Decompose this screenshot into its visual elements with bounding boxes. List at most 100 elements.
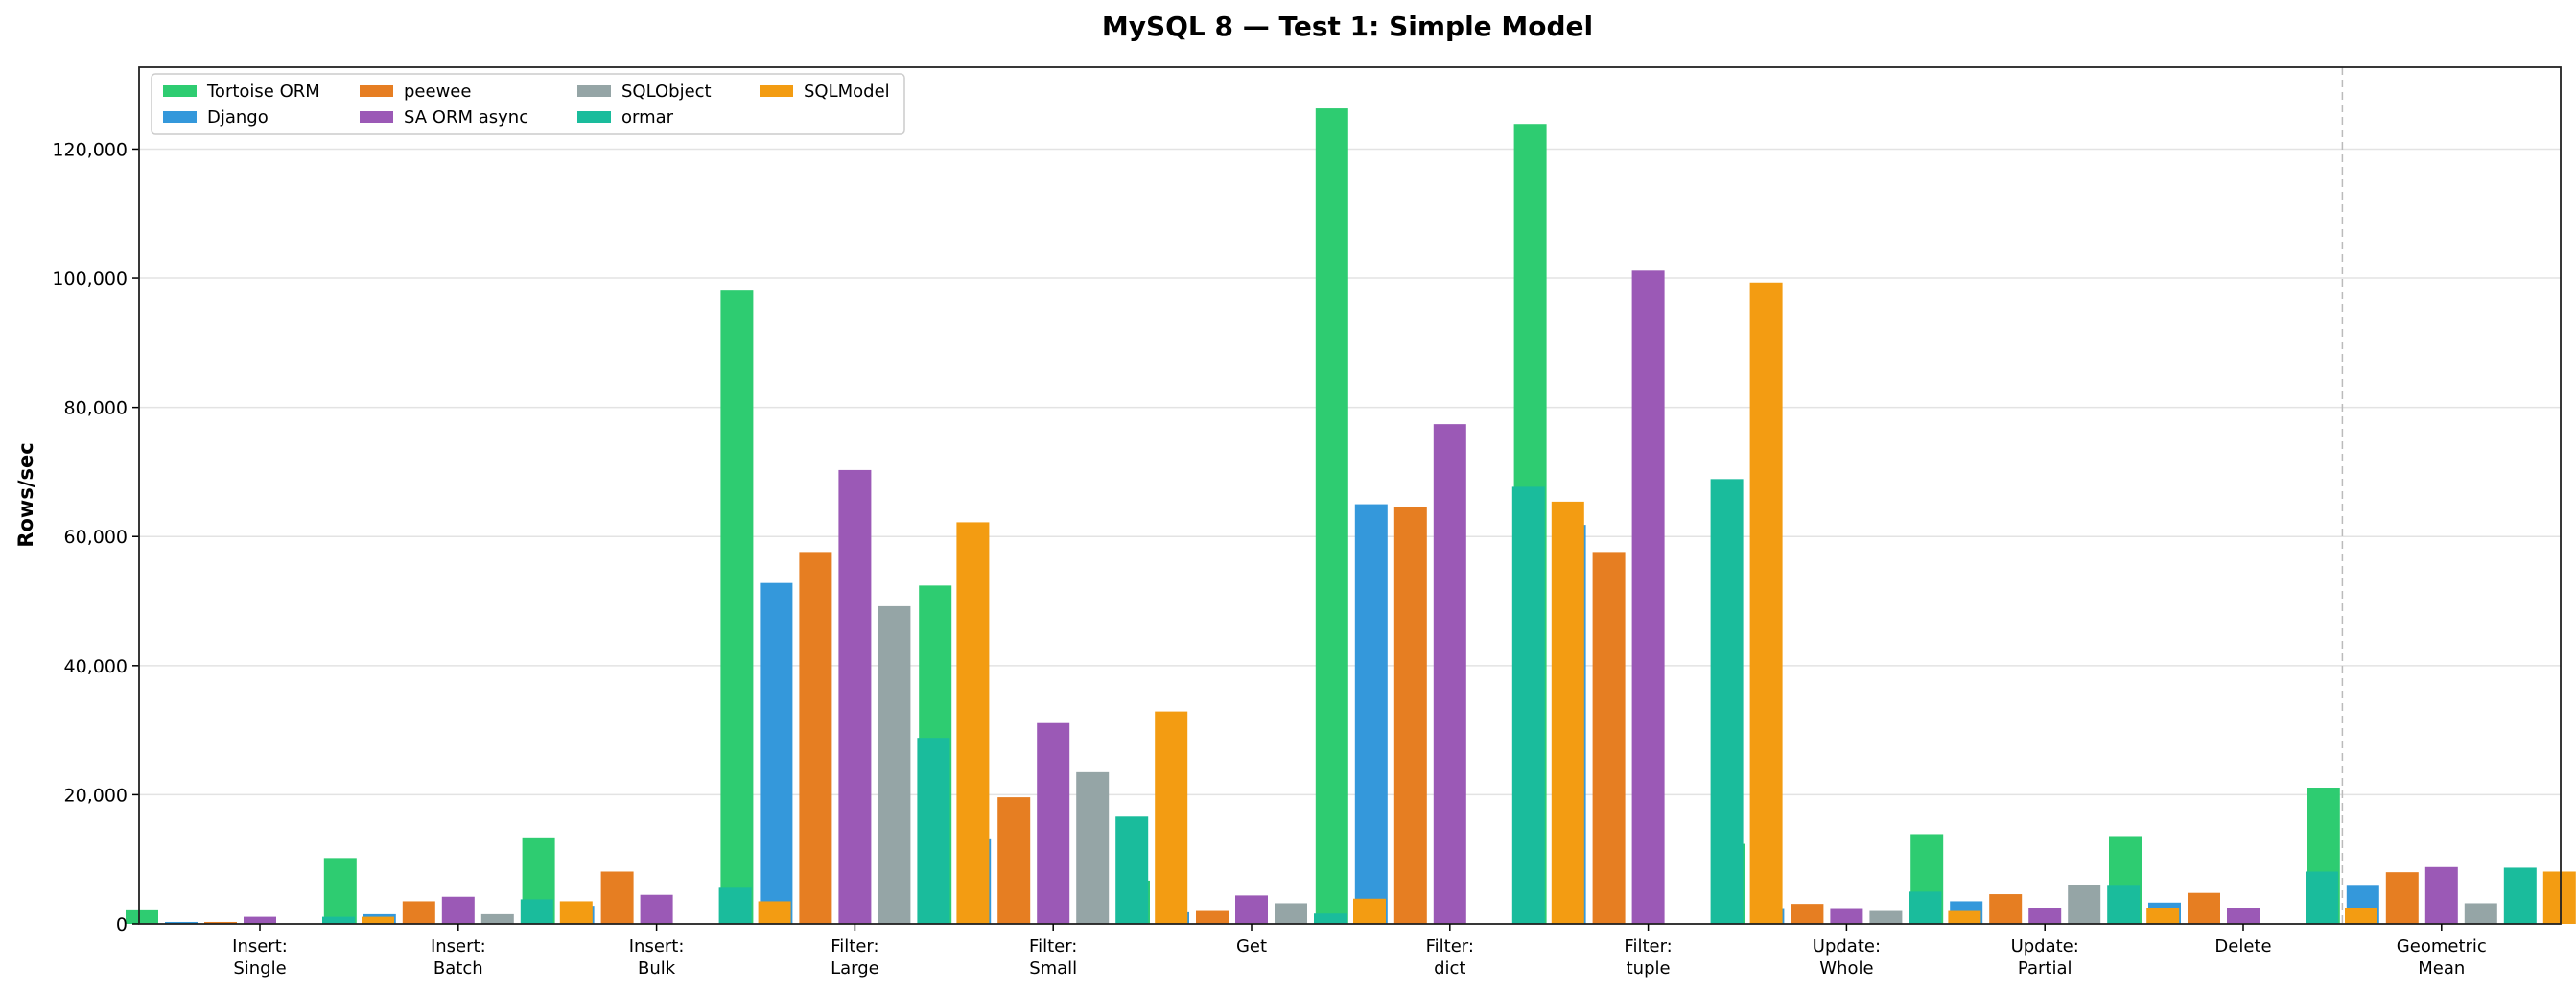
- y-tick-label: 0: [116, 914, 128, 935]
- chart-title: MySQL 8 — Test 1: Simple Model: [1102, 11, 1593, 42]
- x-tick-label: Get: [1236, 936, 1267, 956]
- bar-ormar: [1115, 816, 1149, 924]
- bar-peewee: [1592, 552, 1626, 924]
- bar-sqlmodel: [1353, 898, 1386, 924]
- bar-sqlmodel: [758, 901, 791, 924]
- bars: [126, 108, 2576, 925]
- legend-swatch: [577, 111, 611, 123]
- bar-peewee: [1196, 910, 1229, 924]
- bar-tortoise-orm: [1315, 108, 1348, 924]
- bar-ormar: [2306, 871, 2338, 924]
- bar-sa-orm-async: [2028, 908, 2062, 924]
- legend-label: SQLObject: [621, 82, 712, 102]
- bar-peewee: [402, 901, 435, 924]
- bar-sqlmodel: [362, 916, 394, 924]
- bar-ormar: [322, 916, 355, 924]
- bar-sqlmodel: [1551, 501, 1584, 924]
- plot-frame: [138, 66, 2562, 925]
- bar-sqlobject: [480, 913, 514, 924]
- bar-peewee: [600, 871, 634, 924]
- bar-tortoise-orm: [126, 909, 158, 924]
- bar-sqlobject: [878, 605, 911, 924]
- x-tick-label: Filter:: [1029, 936, 1077, 956]
- bar-ormar: [520, 899, 553, 924]
- legend-swatch: [360, 111, 393, 123]
- bar-sqlmodel: [2542, 871, 2576, 924]
- bar-sa-orm-async: [441, 896, 475, 924]
- y-tick-label: 60,000: [64, 527, 128, 548]
- bar-ormar: [1909, 891, 1942, 924]
- bar-ormar: [2503, 867, 2537, 924]
- y-tick-label: 100,000: [52, 269, 128, 290]
- legend-box: [151, 73, 905, 135]
- x-tick-label: Bulk: [638, 958, 676, 979]
- y-tick-label: 80,000: [64, 398, 128, 419]
- bar-sqlmodel: [1749, 282, 1783, 924]
- x-tick-label: Large: [831, 958, 879, 979]
- bar-sqlmodel: [559, 901, 593, 924]
- bar-peewee: [2385, 872, 2419, 924]
- bar-tortoise-orm: [720, 290, 754, 925]
- bar-sa-orm-async: [2424, 866, 2458, 924]
- bar-ormar: [917, 738, 950, 924]
- x-tick-label: Delete: [2214, 936, 2271, 956]
- x-tick-label: Update:: [1813, 936, 1881, 956]
- bar-sa-orm-async: [1830, 908, 1863, 924]
- y-axis-label: Rows/sec: [14, 442, 37, 547]
- axes: 0 20,000 40,000 60,000 80,000 100,000 120,000 I…: [52, 66, 2562, 979]
- x-tick-label: Insert:: [629, 936, 685, 956]
- x-tick-label: Update:: [2011, 936, 2079, 956]
- bar-sqlobject: [2464, 903, 2497, 924]
- bar-peewee: [204, 921, 237, 924]
- bar-sqlmodel: [956, 522, 990, 924]
- bar-sqlmodel: [2146, 908, 2180, 924]
- legend-swatch: [577, 85, 611, 97]
- bar-sa-orm-async: [2227, 908, 2260, 924]
- legend-swatch: [360, 85, 393, 97]
- bar-django: [165, 921, 198, 924]
- x-tick-label: Mean: [2418, 958, 2465, 979]
- x-tick-label: dict: [1434, 958, 1465, 979]
- x-tick-label: Partial: [2018, 958, 2073, 979]
- x-tick-label: Insert:: [431, 936, 486, 956]
- x-tick-label: Whole: [1819, 958, 1873, 979]
- x-tick-label: Geometric: [2397, 936, 2487, 956]
- legend-swatch: [163, 85, 197, 97]
- bar-sa-orm-async: [1235, 895, 1268, 924]
- legend-swatch: [760, 85, 793, 97]
- gridlines: [139, 67, 2561, 924]
- bar-peewee: [1393, 507, 1427, 924]
- bar-peewee: [799, 552, 832, 924]
- x-tick-label: Single: [233, 958, 286, 979]
- legend-label: Tortoise ORM: [206, 82, 320, 102]
- bar-sa-orm-async: [1631, 270, 1665, 925]
- bar-ormar: [1314, 913, 1347, 924]
- legend: Tortoise ORM Django peewee SA ORM async SQLO…: [151, 73, 905, 135]
- bar-sqlmodel: [1155, 711, 1188, 924]
- bar-tortoise-orm: [323, 858, 357, 924]
- legend-label: ormar: [621, 107, 674, 128]
- x-tick-label: Small: [1029, 958, 1077, 979]
- bar-sa-orm-async: [838, 469, 872, 924]
- bar-ormar: [2107, 885, 2141, 924]
- bar-peewee: [1791, 904, 1824, 924]
- bar-peewee: [1989, 894, 2023, 924]
- legend-label: peewee: [404, 82, 471, 102]
- bar-ormar: [718, 887, 752, 924]
- bar-peewee: [2188, 892, 2220, 924]
- legend-label: Django: [207, 107, 269, 128]
- bar-ormar: [1511, 486, 1545, 924]
- x-tick-label: Filter:: [831, 936, 878, 956]
- legend-label: SA ORM async: [404, 107, 528, 128]
- x-tick-label: Filter:: [1624, 936, 1672, 956]
- x-tick-label: Batch: [433, 958, 483, 979]
- bar-ormar: [1710, 479, 1744, 924]
- legend-swatch: [163, 111, 197, 123]
- legend-label: SQLModel: [804, 82, 890, 102]
- bar-sa-orm-async: [244, 916, 276, 924]
- bar-sqlobject: [1076, 771, 1110, 924]
- x-tick-label: Filter:: [1426, 936, 1474, 956]
- bar-peewee: [997, 797, 1031, 924]
- bar-sa-orm-async: [1037, 722, 1070, 924]
